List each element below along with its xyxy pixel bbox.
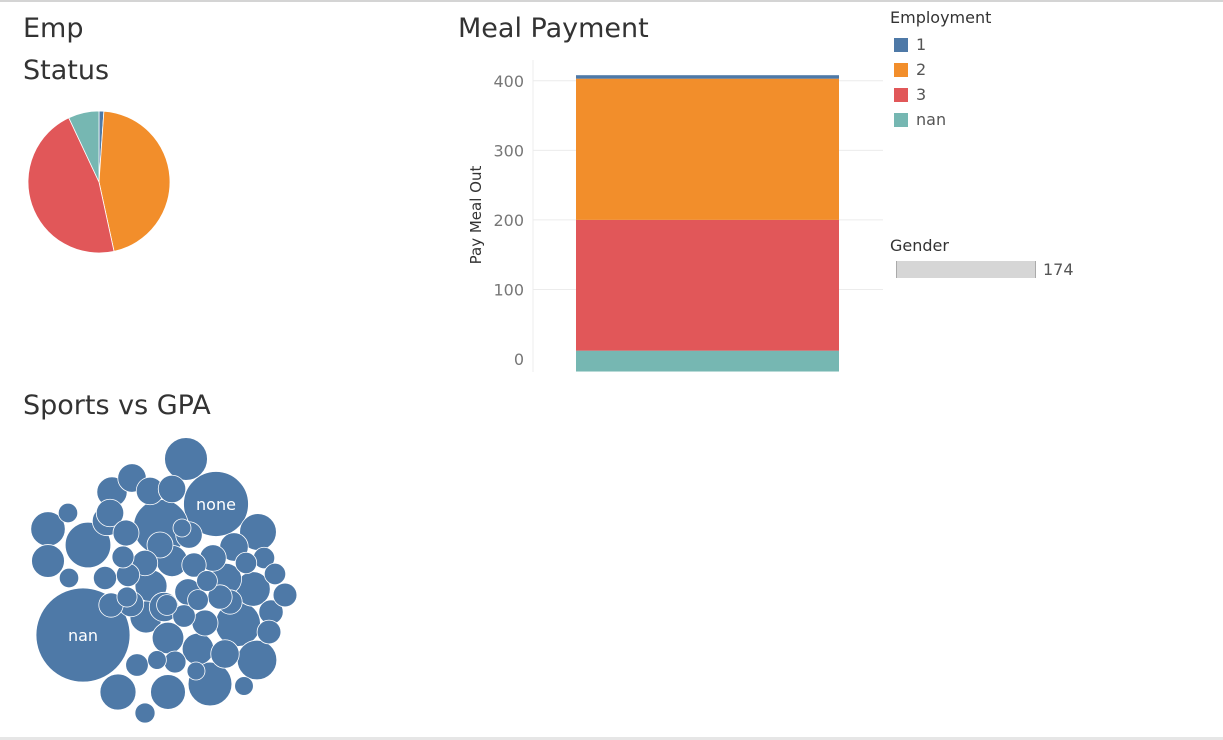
y-tick-label: 400 xyxy=(493,72,524,91)
legend-label: 1 xyxy=(916,35,927,54)
bubble[interactable] xyxy=(151,621,185,655)
bubble[interactable] xyxy=(272,582,298,608)
gender-size-bar[interactable] xyxy=(896,261,1036,278)
bubble[interactable] xyxy=(99,673,137,711)
bubble[interactable] xyxy=(31,544,65,578)
bubble[interactable] xyxy=(172,604,196,628)
bubble-label: none xyxy=(196,495,236,514)
bubble[interactable] xyxy=(146,531,174,559)
bubble[interactable] xyxy=(111,545,135,569)
bubble[interactable] xyxy=(164,437,208,481)
legend-swatch xyxy=(894,112,908,127)
bubble[interactable] xyxy=(234,551,258,575)
bubble[interactable] xyxy=(150,674,186,710)
bar-segment-2[interactable] xyxy=(576,78,839,220)
bubble[interactable] xyxy=(57,502,79,524)
bubble[interactable] xyxy=(134,702,156,724)
bubble-none[interactable] xyxy=(183,471,249,537)
bubble[interactable] xyxy=(163,650,187,674)
bar-segment-1[interactable] xyxy=(576,75,839,79)
y-tick-label: 100 xyxy=(493,280,524,299)
gender-size-value: 174 xyxy=(1043,260,1074,279)
employment-legend-title: Employment xyxy=(890,8,992,27)
bubble[interactable] xyxy=(186,661,206,681)
bubble[interactable] xyxy=(191,609,219,637)
bubble[interactable] xyxy=(234,676,254,696)
bubble[interactable] xyxy=(116,586,138,608)
bubble[interactable] xyxy=(181,632,215,666)
legend-swatch xyxy=(894,62,908,77)
pie-slice-nan[interactable] xyxy=(68,110,100,183)
bottom-border xyxy=(0,737,1223,740)
bubble[interactable] xyxy=(112,519,140,547)
y-tick-label: 300 xyxy=(493,141,524,160)
sports-gpa-bubble-chart: nan none xyxy=(30,437,298,724)
emp-status-pie-chart xyxy=(27,110,171,254)
legend-item-1[interactable]: 1 xyxy=(894,32,946,57)
legend-label: 3 xyxy=(916,85,927,104)
sports-vs-gpa-title: Sports vs GPA xyxy=(23,390,211,421)
bubble[interactable] xyxy=(187,589,209,611)
y-tick-label: 200 xyxy=(493,211,524,230)
bubble-label: nan xyxy=(68,626,98,645)
bubble[interactable] xyxy=(95,498,125,528)
legend-item-nan[interactable]: nan xyxy=(894,107,946,132)
bubble[interactable] xyxy=(181,552,207,578)
bubble[interactable] xyxy=(196,570,218,592)
meal-payment-bar-chart: 0 100 200 300 400 Pay Meal Out xyxy=(467,60,883,372)
bubble[interactable] xyxy=(58,567,80,589)
legend-label: nan xyxy=(916,110,947,129)
pie-slice-2[interactable] xyxy=(98,110,171,252)
gender-legend-title: Gender xyxy=(890,236,949,255)
bar-segment-nan[interactable] xyxy=(576,350,839,372)
emp-status-title: Emp Status xyxy=(23,13,110,86)
y-axis-label: Pay Meal Out xyxy=(467,166,485,265)
pie-slice-3[interactable] xyxy=(27,117,115,254)
bubble[interactable] xyxy=(157,474,187,504)
bubble[interactable] xyxy=(147,650,167,670)
legend-item-2[interactable]: 2 xyxy=(894,57,946,82)
bubble[interactable] xyxy=(125,653,149,677)
top-border xyxy=(0,0,1223,2)
bubble[interactable] xyxy=(92,565,118,591)
bubble[interactable] xyxy=(236,639,278,681)
bar-segment-3[interactable] xyxy=(576,219,839,351)
bubble[interactable] xyxy=(256,619,282,645)
bubble[interactable] xyxy=(172,518,192,538)
legend-swatch xyxy=(894,37,908,52)
y-tick-label: 0 xyxy=(514,350,524,369)
employment-legend: 1 2 3 nan xyxy=(894,32,946,132)
bubble[interactable] xyxy=(263,562,287,586)
meal-payment-title: Meal Payment xyxy=(458,13,649,44)
legend-swatch xyxy=(894,87,908,102)
legend-item-3[interactable]: 3 xyxy=(894,82,946,107)
bubble[interactable] xyxy=(156,594,178,616)
legend-label: 2 xyxy=(916,60,927,79)
bubble[interactable] xyxy=(210,639,240,669)
